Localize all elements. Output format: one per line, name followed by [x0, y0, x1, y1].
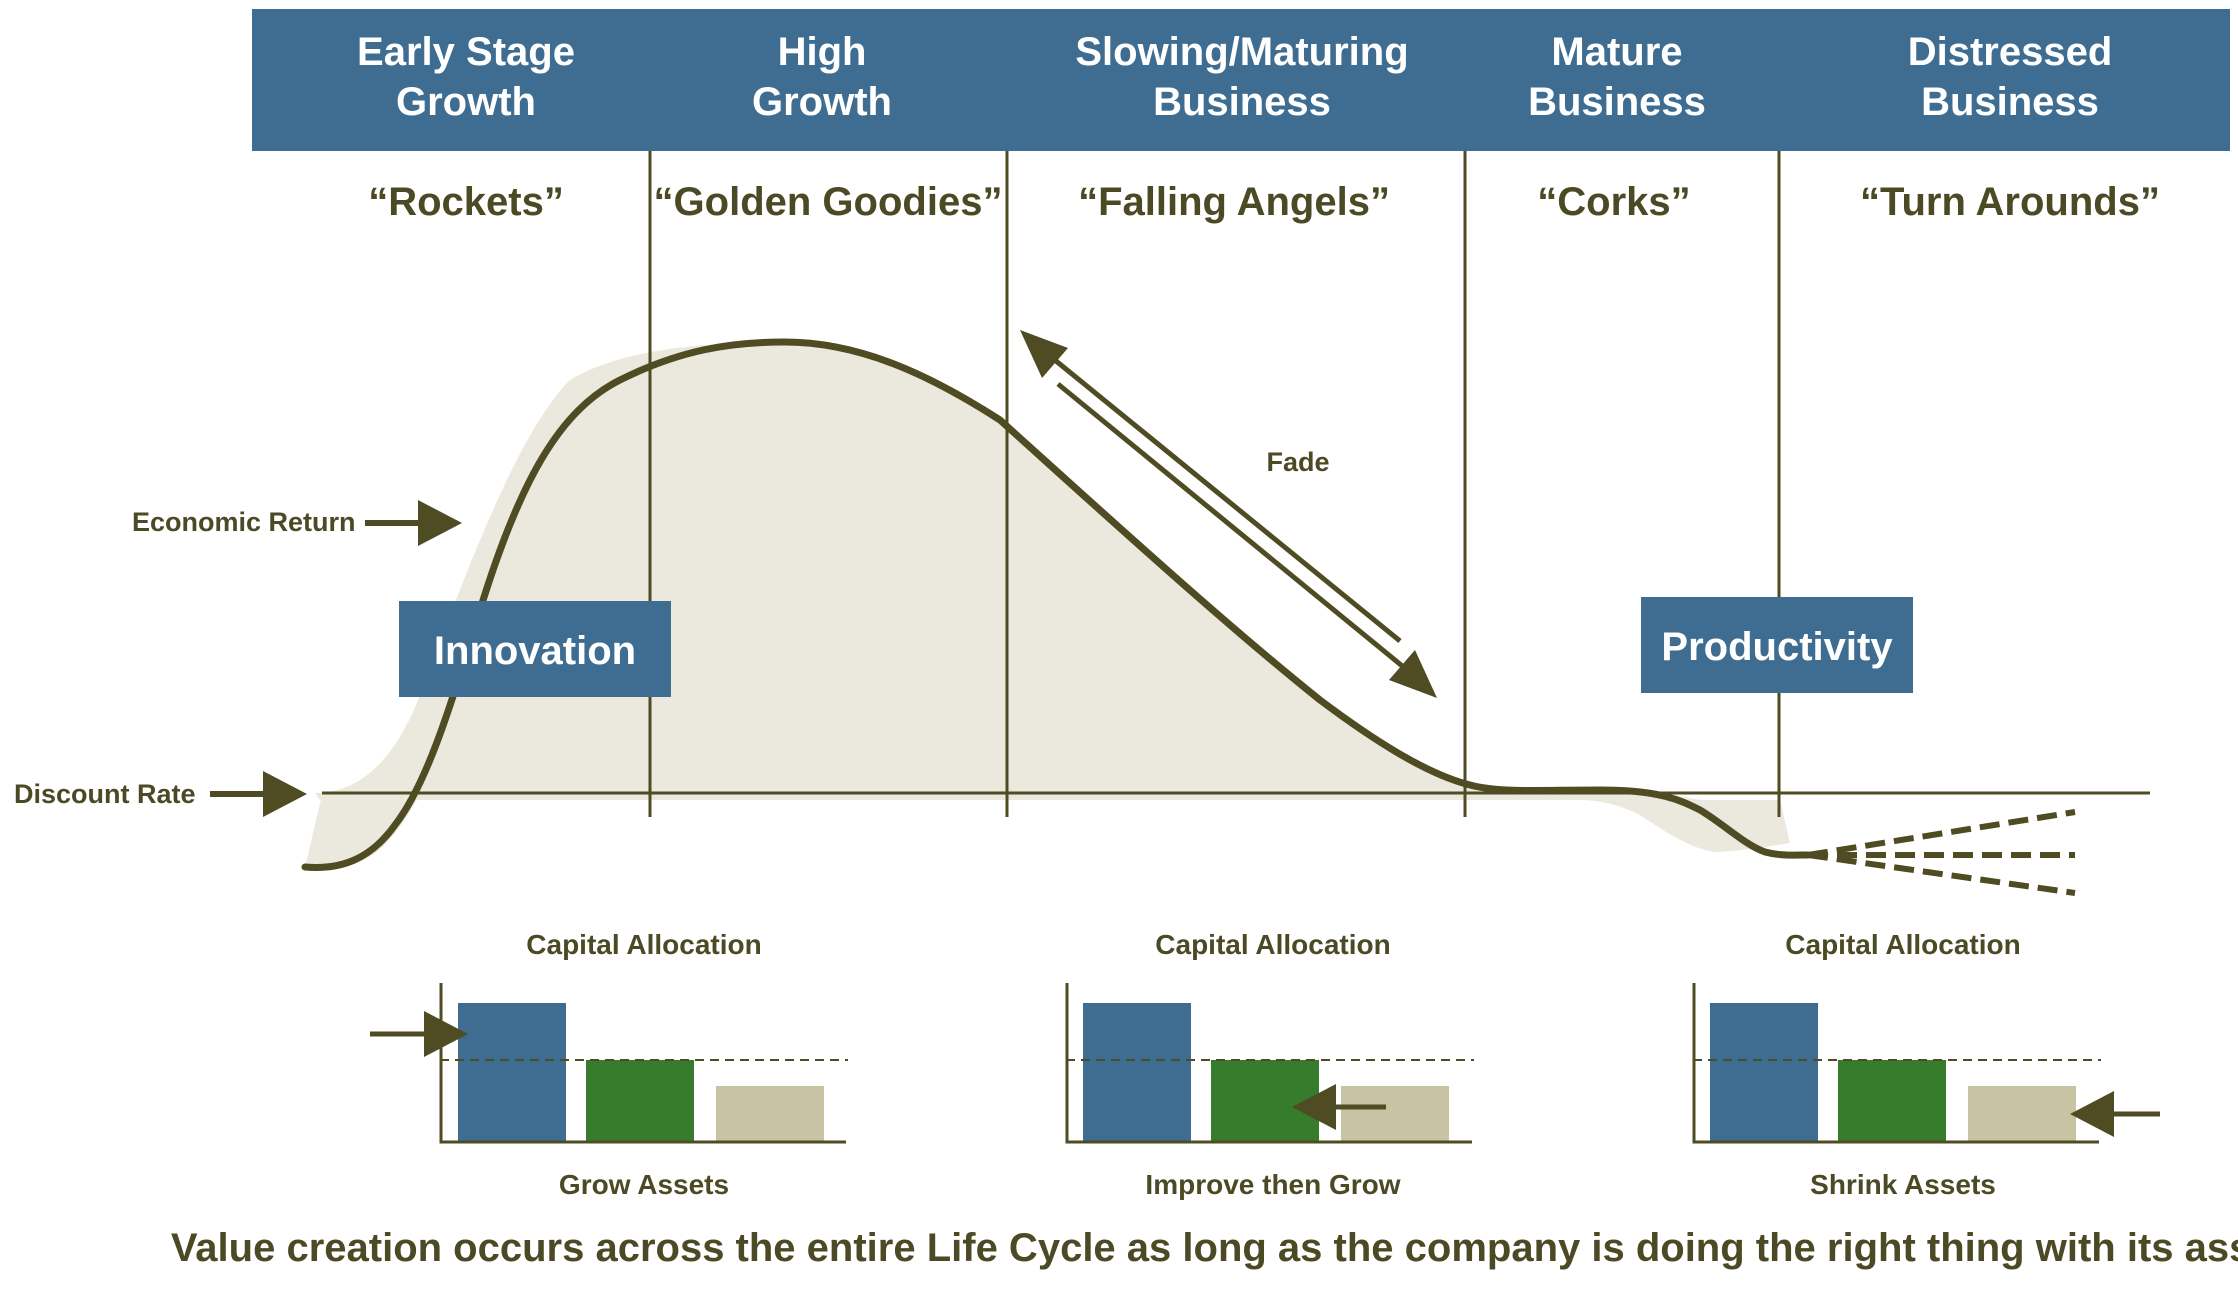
stage-header-1: Early Stage Growth [357, 30, 575, 124]
axis [1692, 983, 2099, 1144]
economic-return-arrow-icon [365, 500, 462, 546]
bar-green [1838, 1060, 1946, 1142]
stage-title-line1: Early Stage [357, 30, 575, 74]
fade-label: Fade [1266, 447, 1329, 477]
stage-title-line1: Slowing/Maturing [1075, 30, 1408, 74]
arrow-right-icon [370, 1011, 468, 1057]
stage-nickname: “Turn Arounds” [1860, 180, 2160, 224]
below-discount-area-left [305, 795, 420, 868]
stage-header-4: Mature Business [1528, 30, 1706, 124]
bar-blue [458, 1003, 566, 1142]
axis [1065, 983, 1472, 1144]
stage-nickname: “Corks” [1537, 180, 1690, 224]
stage-nickname: “Falling Angels” [1078, 180, 1390, 224]
stage-title-line2: Business [1153, 80, 1331, 124]
stage-title-line1: Distressed [1908, 30, 2113, 74]
stage-nickname: “Golden Goodies” [654, 180, 1003, 224]
outcome-dashed-line-up [1807, 809, 2076, 858]
capital-allocation-panel-1: Capital Allocation Grow Assets [370, 929, 848, 1200]
bar-green [586, 1060, 694, 1142]
stage-nickname: “Rockets” [368, 180, 564, 224]
outcome-dashed-line-down [1807, 852, 2076, 896]
bar-green [1211, 1060, 1319, 1142]
bar-tan [1341, 1086, 1449, 1142]
economic-return-area [315, 342, 1790, 852]
stage-title-line2: Business [1921, 80, 2099, 124]
productivity-label: Productivity [1661, 625, 1893, 669]
capital-allocation-caption: Improve then Grow [1145, 1169, 1400, 1200]
stage-title-line2: Business [1528, 80, 1706, 124]
bar-tan [716, 1086, 824, 1142]
footer-statement: Value creation occurs across the entire … [171, 1226, 2238, 1270]
capital-allocation-caption: Shrink Assets [1810, 1169, 1996, 1200]
innovation-label: Innovation [434, 629, 636, 673]
capital-allocation-title: Capital Allocation [1155, 929, 1390, 960]
capital-allocation-title: Capital Allocation [1785, 929, 2020, 960]
bar-tan [1968, 1086, 2076, 1142]
arrow-head-icon [1020, 330, 1068, 378]
arrow-head-icon [1389, 650, 1437, 698]
economic-return-label: Economic Return [132, 507, 356, 537]
stage-header-3: Slowing/Maturing Business [1075, 30, 1408, 124]
bar-blue [1083, 1003, 1191, 1142]
bar-blue [1710, 1003, 1818, 1142]
stage-header-5: Distressed Business [1908, 30, 2113, 124]
header-band [252, 9, 2230, 151]
capital-allocation-panel-3: Capital Allocation Shrink Assets [1692, 929, 2160, 1200]
capital-allocation-panel-2: Capital Allocation Improve then Grow [1065, 929, 1474, 1200]
capital-allocation-title: Capital Allocation [526, 929, 761, 960]
stage-title-line1: Mature [1551, 30, 1682, 74]
discount-rate-label: Discount Rate [14, 779, 196, 809]
arrow-left-icon [2070, 1091, 2160, 1137]
fade-arrows [1020, 330, 1437, 698]
innovation-box: Innovation [399, 601, 671, 697]
stage-title-line1: High [778, 30, 867, 74]
capital-allocation-caption: Grow Assets [559, 1169, 729, 1200]
stage-title-line2: Growth [396, 80, 536, 124]
productivity-box: Productivity [1641, 597, 1913, 693]
discount-rate-arrow-icon [210, 771, 307, 817]
stage-header-2: High Growth [752, 30, 892, 124]
arrow-left-icon [1292, 1084, 1386, 1130]
stage-title-line2: Growth [752, 80, 892, 124]
